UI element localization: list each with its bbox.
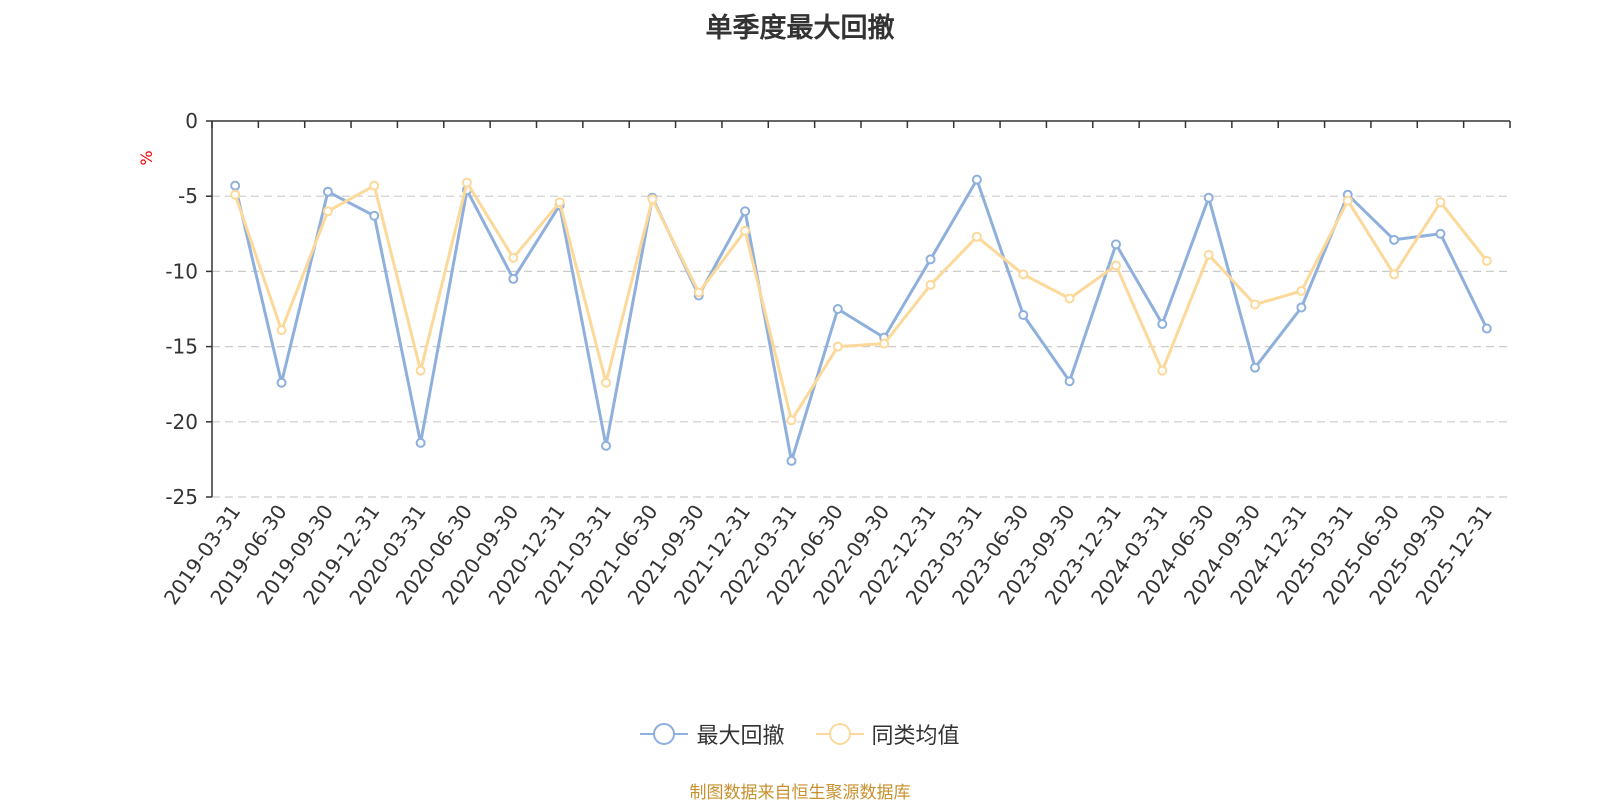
legend: 最大回撤 同类均值 <box>0 718 1600 752</box>
data-point <box>1250 299 1261 310</box>
data-point <box>1389 234 1400 245</box>
y-tick-label: -5 <box>178 184 198 208</box>
data-point <box>925 254 936 265</box>
data-point <box>508 273 519 284</box>
data-point <box>832 304 843 314</box>
data-point <box>601 377 612 388</box>
data-point <box>786 455 797 466</box>
data-point <box>554 197 565 208</box>
data-point <box>1064 376 1075 387</box>
series-line <box>233 181 1488 422</box>
data-point <box>1342 195 1353 206</box>
data-point <box>601 440 612 451</box>
data-point <box>1435 228 1446 239</box>
data-point <box>276 377 287 388</box>
legend-item-max-drawdown[interactable]: 最大回撤 <box>640 718 785 750</box>
data-point <box>369 180 380 191</box>
data-point <box>1389 269 1400 280</box>
data-point <box>276 325 287 336</box>
data-point <box>925 279 936 290</box>
data-point <box>1296 285 1307 296</box>
data-point <box>230 189 241 200</box>
data-point <box>971 174 982 185</box>
y-tick-label: -25 <box>165 485 198 509</box>
y-axis-unit: % <box>137 150 156 165</box>
data-point <box>322 206 333 217</box>
legend-line-circle-icon <box>815 723 864 745</box>
data-point <box>971 231 982 242</box>
data-point <box>1296 302 1307 313</box>
series-line <box>233 178 1489 463</box>
legend-label: 同类均值 <box>871 724 960 749</box>
data-point <box>786 415 797 426</box>
data-point <box>832 341 843 352</box>
data-point <box>1203 249 1214 260</box>
data-point <box>693 287 704 298</box>
data-point <box>230 180 241 191</box>
legend-label: 最大回撤 <box>696 724 785 749</box>
data-point <box>1064 293 1075 304</box>
data-point <box>740 206 751 217</box>
data-point <box>1250 362 1261 373</box>
data-point <box>1481 323 1492 334</box>
data-point <box>508 252 519 263</box>
data-point <box>1157 365 1168 376</box>
data-point <box>461 177 472 188</box>
source-note: 制图数据来自恒生聚源数据库 <box>689 783 911 803</box>
legend-line-circle-icon <box>640 723 689 745</box>
data-point <box>1018 310 1029 321</box>
y-tick-label: 0 <box>185 109 198 133</box>
data-point <box>1157 319 1168 330</box>
legend-item-peer-average[interactable]: 同类均值 <box>815 718 960 750</box>
y-tick-label: -15 <box>165 335 198 359</box>
series-lines <box>230 174 1492 466</box>
y-tick-label: -20 <box>165 410 198 434</box>
data-point <box>879 338 890 349</box>
grid-lines <box>212 195 1510 498</box>
data-point <box>1203 192 1214 203</box>
data-point <box>1481 255 1492 266</box>
series-1 <box>230 177 1492 426</box>
data-point <box>1018 269 1029 280</box>
data-point <box>369 210 380 221</box>
data-point <box>322 186 333 197</box>
data-point <box>415 437 426 448</box>
y-tick-label: -10 <box>165 259 198 283</box>
data-point <box>647 194 658 205</box>
data-point <box>1110 239 1121 250</box>
chart-title: 单季度最大回撤 <box>705 13 895 44</box>
y-tick-labels: 0 -5 -10 -15 -20 -25 <box>165 109 198 509</box>
data-point <box>740 225 751 236</box>
data-point <box>1110 260 1121 271</box>
axes <box>206 120 1511 498</box>
x-tick-labels: 2019-03-312019-06-302019-09-302019-12-31… <box>159 500 1497 609</box>
data-point <box>1435 197 1446 208</box>
data-point <box>415 365 426 376</box>
